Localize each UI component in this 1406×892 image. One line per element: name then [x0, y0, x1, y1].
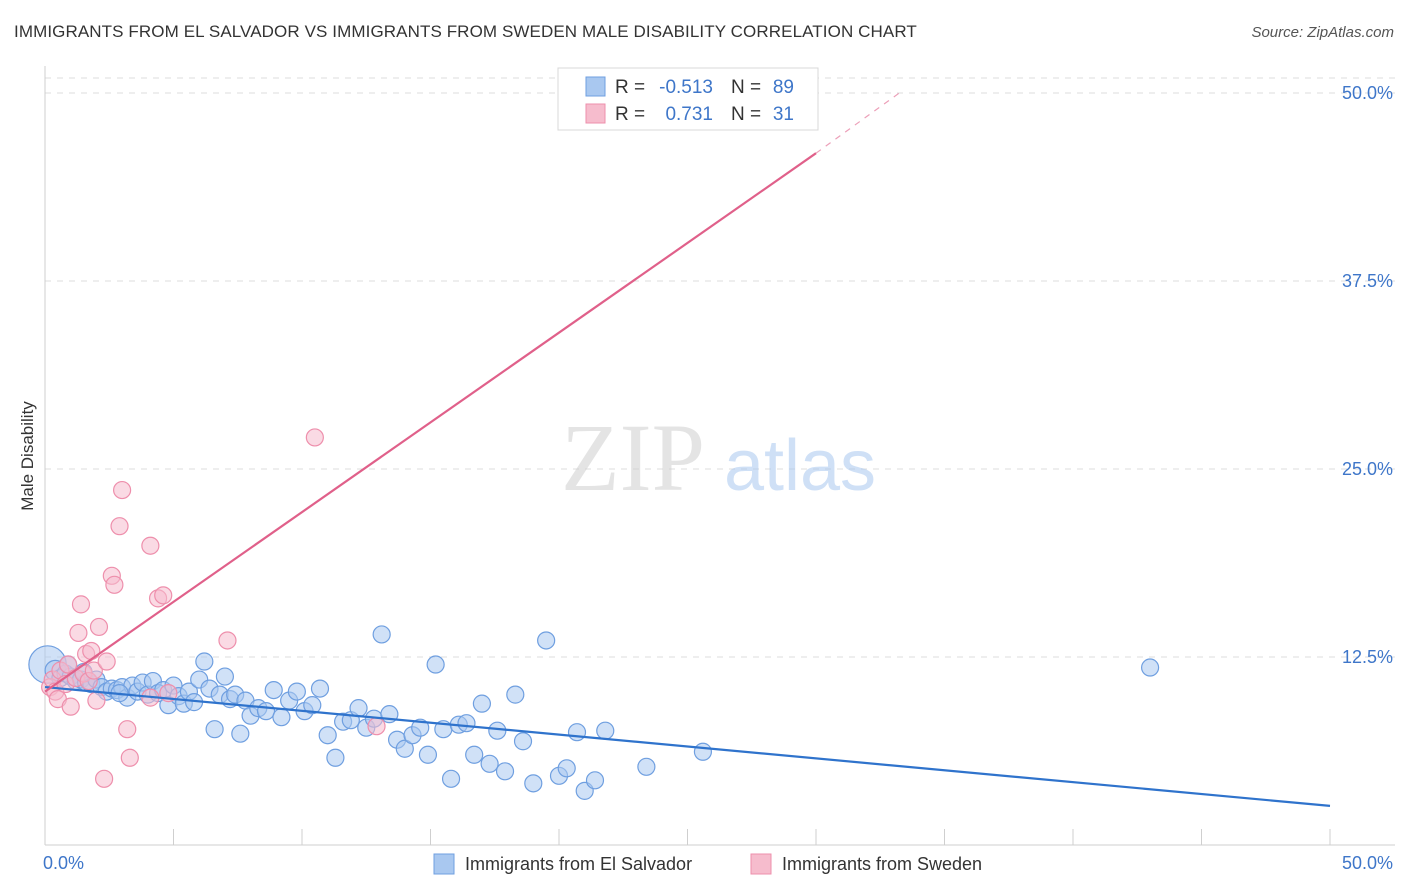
series-legend-label: Immigrants from El Salvador — [465, 854, 692, 874]
y-tick-label: 50.0% — [1342, 83, 1393, 103]
legend-n-value: 89 — [773, 77, 794, 98]
sweden-point — [95, 769, 114, 788]
y-axis-label: Male Disability — [18, 401, 37, 511]
sweden-trend-line — [44, 152, 817, 693]
series-legend-swatch-pink — [750, 853, 772, 875]
el-salvador-point — [395, 739, 414, 758]
watermark: ZIP atlas — [561, 404, 876, 511]
el-salvador-point — [567, 723, 587, 742]
el-salvador-point — [596, 721, 615, 740]
el-salvador-point — [557, 759, 576, 778]
el-salvador-point — [264, 680, 283, 700]
sweden-point — [141, 536, 160, 555]
el-salvador-point — [426, 655, 445, 674]
sweden-point — [89, 617, 109, 637]
el-salvador-point — [195, 652, 214, 671]
sweden-trend-line-extension — [815, 89, 904, 154]
el-salvador-point — [495, 762, 515, 781]
el-salvador-point — [693, 742, 713, 761]
watermark-atlas: atlas — [724, 426, 876, 506]
gridlines — [45, 77, 1395, 658]
el-salvador-point — [465, 745, 484, 764]
el-salvador-point — [272, 708, 291, 727]
el-salvador-point — [326, 748, 345, 767]
el-salvador-point — [303, 696, 322, 715]
legend-n-label: N = — [731, 104, 761, 125]
axis-labels: Male Disability — [18, 401, 37, 511]
el-salvador-point — [310, 679, 330, 698]
sweden-point — [82, 641, 101, 661]
el-salvador-point — [215, 667, 234, 686]
y-tick-label: 37.5% — [1342, 271, 1393, 291]
el-salvador-point — [1140, 658, 1160, 677]
sweden-point — [367, 717, 386, 736]
el-salvador-trend-line — [44, 685, 1331, 807]
legend-r-label: R = — [615, 104, 645, 125]
trend-lines — [44, 89, 1331, 807]
legend-r-value: -0.513 — [659, 77, 713, 98]
sweden-point — [218, 631, 237, 650]
sweden-point — [110, 517, 129, 536]
el-salvador-point — [318, 726, 337, 745]
sweden-point — [112, 480, 132, 500]
sweden-point — [61, 697, 80, 716]
sweden-point — [97, 652, 116, 671]
legend-n-value: 31 — [773, 104, 794, 125]
el-salvador-point — [287, 682, 306, 701]
el-salvador-point — [457, 714, 476, 733]
sweden-point — [305, 428, 324, 447]
series-legend-swatch-blue — [433, 853, 455, 875]
sweden-point — [120, 748, 139, 767]
x-tick-label: 0.0% — [43, 853, 84, 873]
x-tick-label: 50.0% — [1342, 853, 1393, 873]
sweden-point — [105, 575, 124, 594]
legend-swatch-blue — [585, 76, 606, 97]
el-salvador-point — [441, 769, 461, 788]
el-salvador-point — [411, 718, 430, 737]
legend-r-value: 0.731 — [665, 104, 713, 125]
el-salvador-point — [585, 771, 605, 790]
series-legend: Immigrants from El Salvador Immigrants f… — [433, 853, 982, 875]
chart-title: IMMIGRANTS FROM EL SALVADOR VS IMMIGRANT… — [14, 22, 917, 41]
source-credit: Source: ZipAtlas.com — [1251, 24, 1394, 41]
el-salvador-point — [480, 754, 499, 773]
sweden-point — [118, 720, 137, 739]
el-salvador-point — [205, 720, 224, 739]
watermark-zip: ZIP — [561, 404, 705, 511]
el-salvador-point — [524, 774, 543, 793]
el-salvador-point — [506, 685, 525, 704]
el-salvador-point — [418, 745, 438, 764]
y-tick-label: 12.5% — [1342, 647, 1393, 667]
el-salvador-point — [537, 631, 556, 650]
el-salvador-point — [637, 757, 656, 776]
el-salvador-point — [372, 625, 391, 644]
legend: R = -0.513 N = 89 R = 0.731 N = 31 — [557, 67, 819, 131]
legend-swatch-pink — [585, 103, 606, 124]
legend-n-label: N = — [731, 77, 761, 98]
sweden-point — [84, 661, 103, 680]
legend-r-label: R = — [615, 77, 645, 98]
el-salvador-point — [349, 699, 368, 718]
el-salvador-point — [231, 724, 250, 743]
el-salvador-point — [472, 694, 491, 713]
series-legend-label: Immigrants from Sweden — [782, 854, 982, 874]
axes: 12.5% 25.0% 37.5% 50.0% 0.0% 50.0% — [43, 66, 1395, 873]
el-salvador-point — [256, 702, 276, 721]
sweden-point — [71, 595, 91, 614]
sweden-point — [69, 623, 88, 643]
sweden-point — [87, 691, 106, 710]
y-tick-label: 25.0% — [1342, 459, 1393, 479]
sweden-point — [154, 586, 173, 605]
el-salvador-point — [488, 721, 507, 740]
el-salvador-point — [513, 732, 533, 751]
sweden-point — [59, 655, 78, 674]
